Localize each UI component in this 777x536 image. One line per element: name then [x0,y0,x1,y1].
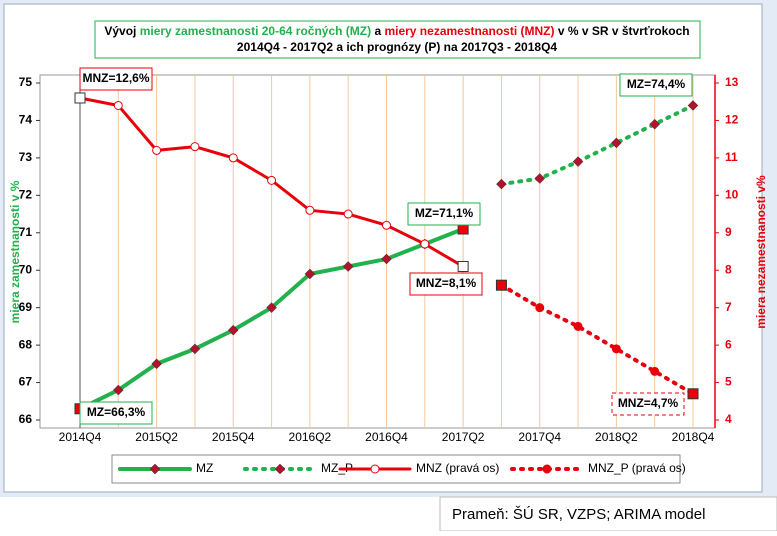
marker [151,358,162,370]
y2-tick-label: 13 [725,75,739,89]
marker [343,209,353,219]
marker [189,343,201,355]
y2-tick-label: 11 [725,150,738,164]
y-tick-label: 66 [19,412,33,426]
marker [573,321,583,331]
x-tick-label: 2016Q4 [365,430,408,444]
marker [496,178,507,190]
marker-square [74,92,86,104]
title-box [94,20,701,59]
annotation: MNZ=4,7% [618,396,679,410]
marker [542,464,552,474]
marker [305,205,315,215]
series-line [499,283,695,396]
marker [152,145,162,155]
y2-tick-label: 4 [725,412,732,426]
annotation-box [611,392,685,416]
y2-tick-label: 12 [725,113,739,127]
y-tick-label: 75 [19,75,33,89]
y-tick-label: 69 [19,300,33,314]
marker [649,118,661,130]
annotation-box [407,202,481,226]
source: Prameň: ŠÚ SR, VZPS; ARIMA model [452,506,705,523]
y2-tick-label: 6 [725,337,732,351]
annotation: MNZ=12,6% [82,71,149,85]
title-part: a [371,24,384,38]
x-tick-label: 2018Q4 [672,430,715,444]
y-tick-label: 72 [19,188,33,202]
y-tick-label: 70 [19,262,33,276]
marker-square [687,388,699,400]
marker [190,142,200,152]
plot-area [39,74,716,429]
marker [650,366,660,376]
x-tick-label: 2015Q2 [135,430,178,444]
y2-tick-label: 5 [725,375,732,389]
marker-square [457,223,469,235]
annotation-box [409,272,483,296]
marker [572,156,584,167]
annotation-box [619,73,693,97]
series-line [499,103,695,187]
annotation: MZ=71,1% [415,206,474,220]
annotation-box [79,67,153,91]
legend-label: MNZ_P (pravá os) [588,461,686,475]
y-tick-label: 74 [19,113,33,127]
legend-label: MNZ (pravá os) [416,461,499,475]
y2-tick-label: 7 [725,300,732,314]
marker [342,261,354,272]
marker [228,153,238,163]
y-tick-label: 71 [19,225,33,239]
y2-label: miera nezamestnanosti v% [754,175,768,329]
x-tick-label: 2014Q4 [59,430,102,444]
marker [687,100,699,111]
marker [274,463,286,475]
title-part: Vývoj [104,24,139,38]
y-label: miera zamestnanosti v % [8,180,22,323]
subtitle: 2014Q4 - 2017Q2 a ich prognózy (P) na 20… [237,40,557,54]
annotation: MNZ=8,1% [416,276,477,290]
marker [304,268,316,280]
y2-tick-label: 10 [725,188,739,202]
marker [227,324,239,336]
marker [149,463,161,475]
marker [381,253,392,265]
y2-tick-label: 9 [725,225,732,239]
marker [420,239,430,249]
marker [535,303,545,313]
marker [266,302,277,314]
legend-label: MZ_P [321,461,353,475]
title-part: miery zamestnanosti 20-64 ročných (MZ) [140,24,371,38]
title-part: miery nezamestnanosti (MNZ) [384,24,554,38]
marker-square [495,279,507,291]
y-tick-label: 68 [19,337,33,351]
marker [611,344,621,354]
y-tick-label: 73 [19,150,33,164]
marker [382,220,391,230]
marker [611,137,622,149]
annotation-box [79,401,153,425]
y2-tick-label: 8 [725,262,732,276]
x-tick-label: 2016Q2 [289,430,332,444]
title-part: v % v SR v štvrťrokoch [555,24,690,38]
x-tick-label: 2015Q4 [212,430,255,444]
marker [534,173,546,184]
marker [113,100,123,110]
x-tick-label: 2018Q2 [595,430,638,444]
marker [112,384,124,396]
chart-title: Vývoj miery zamestnanosti 20-64 ročných … [104,24,689,38]
annotation: MZ=74,4% [627,77,686,91]
annotation: MZ=66,3% [87,405,146,419]
marker-square [457,260,469,272]
y-tick-label: 67 [19,375,33,389]
x-tick-label: 2017Q4 [518,430,561,444]
marker [370,464,380,474]
legend-label: MZ [196,461,213,475]
marker [267,175,277,185]
x-tick-label: 2017Q2 [442,430,485,444]
